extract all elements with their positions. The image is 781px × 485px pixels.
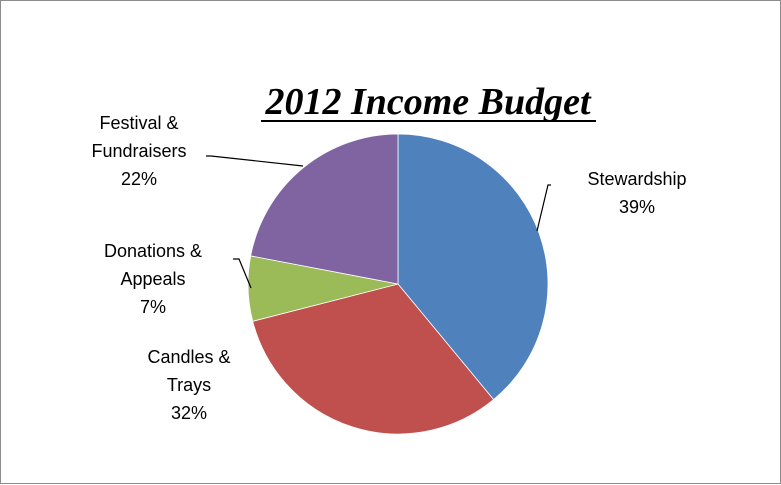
slice-label-line: Trays bbox=[167, 375, 211, 395]
leader-line-festival-and-fundraisers bbox=[206, 155, 304, 167]
slice-label-line: 39% bbox=[619, 197, 655, 217]
title-group: 2012 Income Budget bbox=[261, 81, 596, 123]
pie-slice-candles-and-trays bbox=[252, 283, 495, 435]
slice-label-line: 7% bbox=[140, 297, 166, 317]
slice-label-candles-and-trays: Candles & Trays 32% bbox=[147, 347, 230, 423]
pie-slice-stewardship bbox=[397, 133, 549, 401]
slice-label-line: 32% bbox=[171, 403, 207, 423]
slice-label-line: Donations & bbox=[104, 241, 202, 261]
leader-lines bbox=[206, 155, 551, 289]
pie-slices bbox=[247, 133, 549, 435]
slice-label-stewardship: Stewardship 39% bbox=[587, 169, 686, 217]
chart-title: 2012 Income Budget bbox=[264, 81, 592, 123]
slice-labels: Stewardship 39% Candles & Trays 32% Donations… bbox=[91, 113, 686, 423]
pie-slice-festival-and-fundraisers bbox=[250, 133, 399, 285]
leader-line-stewardship bbox=[536, 184, 551, 232]
slice-label-festival-and-fundraisers: Festival & Fundraisers 22% bbox=[91, 113, 186, 189]
leader-line-donations-and-appeals bbox=[233, 258, 252, 289]
slice-label-line: Stewardship bbox=[587, 169, 686, 189]
slice-label-line: Festival & bbox=[99, 113, 178, 133]
slice-label-line: Fundraisers bbox=[91, 141, 186, 161]
slice-label-line: 22% bbox=[121, 169, 157, 189]
slice-label-line: Appeals bbox=[120, 269, 185, 289]
slice-label-donations-and-appeals: Donations & Appeals 7% bbox=[104, 241, 202, 317]
slice-label-line: Candles & bbox=[147, 347, 230, 367]
